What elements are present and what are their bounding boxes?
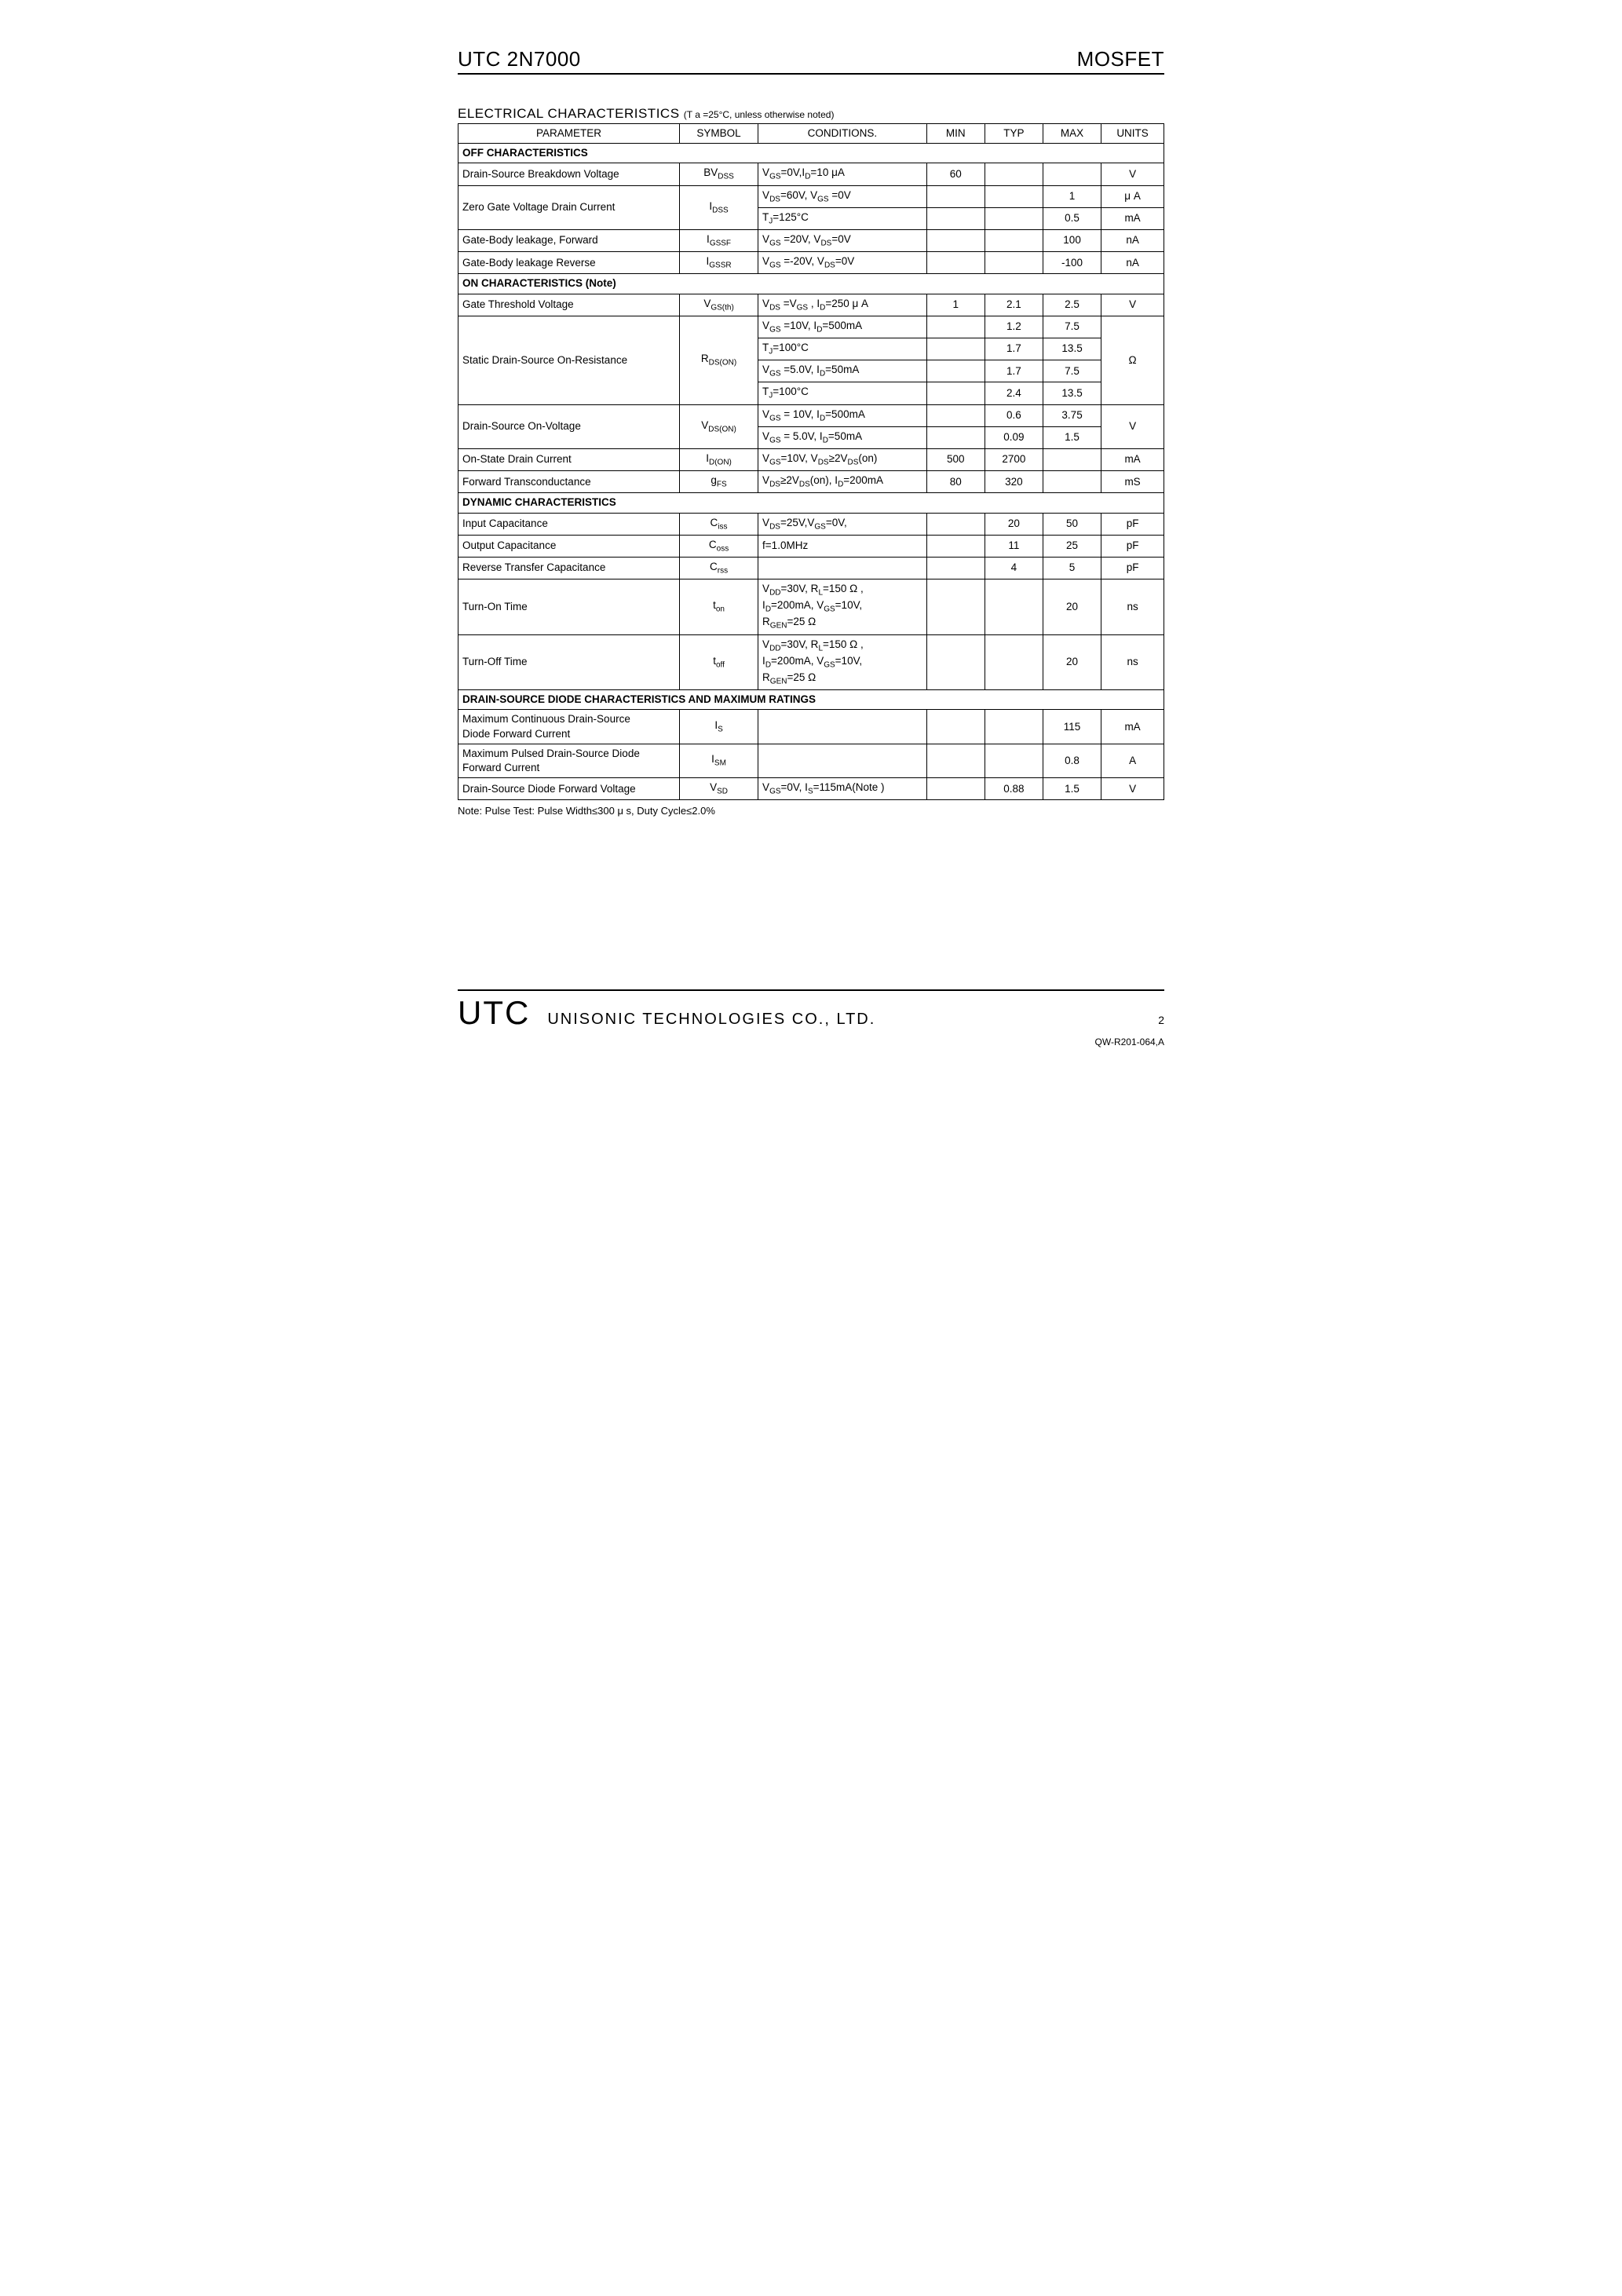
footer-page-number: 2 xyxy=(1158,1014,1164,1026)
document-code: QW-R201-064,A xyxy=(458,1036,1164,1047)
row-gfs: Forward Transconductance gFS VDS≥2VDS(on… xyxy=(458,471,1164,493)
row-is: Maximum Continuous Drain-Source Diode Fo… xyxy=(458,710,1164,744)
row-toff: Turn-Off Time toff VDD=30V, RL=150 Ω , I… xyxy=(458,634,1164,690)
table-note: Note: Pulse Test: Pulse Width≤300 μ s, D… xyxy=(458,805,1164,817)
section-title: ELECTRICAL CHARACTERISTICS (T a =25°C, u… xyxy=(458,106,1164,122)
row-igssf: Gate-Body leakage, Forward IGSSF VGS =20… xyxy=(458,230,1164,252)
table-header-row: PARAMETER SYMBOL CONDITIONS. MIN TYP MAX… xyxy=(458,124,1164,144)
group-diode: DRAIN-SOURCE DIODE CHARACTERISTICS AND M… xyxy=(458,690,1164,710)
page-header: UTC 2N7000 MOSFET xyxy=(458,47,1164,75)
col-conditions: CONDITIONS. xyxy=(758,124,927,144)
section-title-conditions: (T a =25°C, unless otherwise noted) xyxy=(684,109,835,120)
footer-logo: UTC xyxy=(458,994,530,1032)
row-ciss: Input Capacitance Ciss VDS=25V,VGS=0V, 2… xyxy=(458,513,1164,535)
col-symbol: SYMBOL xyxy=(680,124,758,144)
row-crss: Reverse Transfer Capacitance Crss 4 5 pF xyxy=(458,557,1164,579)
group-off: OFF CHARACTERISTICS xyxy=(458,144,1164,163)
row-coss: Output Capacitance Coss f=1.0MHz 11 25 p… xyxy=(458,535,1164,557)
row-idss-1: Zero Gate Voltage Drain Current IDSS VDS… xyxy=(458,185,1164,207)
row-rdson-1: Static Drain-Source On-Resistance RDS(ON… xyxy=(458,316,1164,338)
page-footer: UTC UNISONIC TECHNOLOGIES CO., LTD. 2 xyxy=(458,989,1164,1032)
col-units: UNITS xyxy=(1101,124,1164,144)
row-idon: On-State Drain Current ID(ON) VGS=10V, V… xyxy=(458,448,1164,470)
col-min: MIN xyxy=(926,124,985,144)
group-dynamic: DYNAMIC CHARACTERISTICS xyxy=(458,493,1164,513)
col-parameter: PARAMETER xyxy=(458,124,680,144)
row-ton: Turn-On Time ton VDD=30V, RL=150 Ω , ID=… xyxy=(458,579,1164,635)
row-vgsth: Gate Threshold Voltage VGS(th) VDS =VGS … xyxy=(458,294,1164,316)
electrical-characteristics-table: PARAMETER SYMBOL CONDITIONS. MIN TYP MAX… xyxy=(458,123,1164,800)
row-vsd: Drain-Source Diode Forward Voltage VSD V… xyxy=(458,778,1164,800)
row-ism: Maximum Pulsed Drain-Source Diode Forwar… xyxy=(458,744,1164,777)
section-title-main: ELECTRICAL CHARACTERISTICS xyxy=(458,106,680,121)
header-left: UTC 2N7000 xyxy=(458,47,581,71)
group-on: ON CHARACTERISTICS (Note) xyxy=(458,274,1164,294)
footer-company: UNISONIC TECHNOLOGIES CO., LTD. xyxy=(547,1011,875,1029)
datasheet-page: UTC 2N7000 MOSFET ELECTRICAL CHARACTERIS… xyxy=(458,47,1164,1047)
col-typ: TYP xyxy=(985,124,1043,144)
row-bvdss: Drain-Source Breakdown Voltage BVDSS VGS… xyxy=(458,163,1164,185)
row-vdson-1: Drain-Source On-Voltage VDS(ON) VGS = 10… xyxy=(458,404,1164,426)
header-right: MOSFET xyxy=(1077,47,1164,71)
row-igssr: Gate-Body leakage Reverse IGSSR VGS =-20… xyxy=(458,252,1164,274)
col-max: MAX xyxy=(1043,124,1101,144)
